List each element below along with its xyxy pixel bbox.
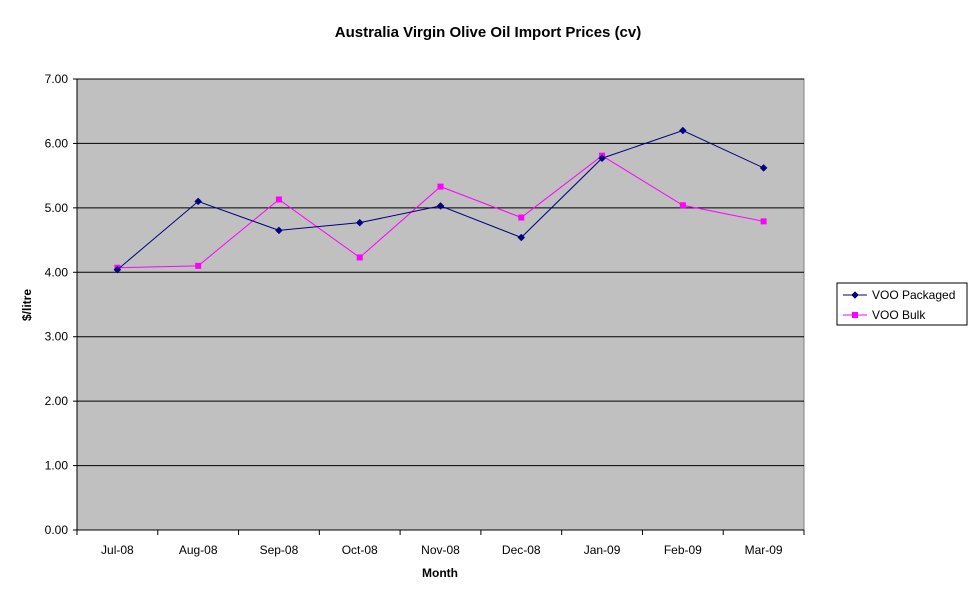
- x-axis-title: Month: [422, 566, 458, 580]
- y-axis-title: $/litre: [20, 289, 34, 321]
- y-axis: 0.00 1.00 2.00 3.00 4.00 5.00 6.00 7.00: [45, 72, 78, 537]
- legend-swatch-marker: [851, 291, 859, 299]
- data-point: [517, 233, 526, 242]
- data-point: [275, 196, 282, 203]
- data-point: [113, 265, 122, 274]
- data-point: [195, 262, 202, 269]
- legend-swatch-marker: [852, 312, 858, 318]
- series-0: [113, 126, 768, 274]
- y-tick-label: 0.00: [45, 523, 69, 537]
- y-tick-label: 4.00: [45, 265, 69, 279]
- data-point: [518, 214, 525, 221]
- data-point: [194, 197, 203, 206]
- x-tick-label: Mar-09: [745, 543, 783, 557]
- legend-item: VOO Packaged: [843, 288, 955, 302]
- data-point: [678, 126, 687, 135]
- legend-box: [836, 282, 968, 326]
- legend: VOO Packaged VOO Bulk: [836, 282, 968, 326]
- x-tick-label: Oct-08: [342, 543, 378, 557]
- y-tick-label: 2.00: [45, 394, 69, 408]
- y-tick-label: 1.00: [45, 459, 69, 473]
- data-point: [436, 202, 445, 210]
- x-tick-label: Jan-09: [584, 543, 621, 557]
- x-tick-label: Jul-08: [101, 543, 134, 557]
- data-point: [598, 154, 606, 163]
- data-point: [760, 218, 767, 225]
- data-point: [679, 202, 686, 209]
- data-point: [437, 183, 444, 190]
- y-tick-label: 3.00: [45, 330, 69, 344]
- series-group: [113, 126, 768, 274]
- x-tick-label: Dec-08: [502, 543, 541, 557]
- data-point: [275, 226, 283, 235]
- legend-item: VOO Bulk: [843, 308, 926, 322]
- data-point: [759, 164, 768, 172]
- x-tick-label: Aug-08: [179, 543, 218, 557]
- data-point: [356, 254, 363, 261]
- x-tick-label: Feb-09: [664, 543, 702, 557]
- y-tick-label: 5.00: [45, 201, 69, 215]
- y-tick-label: 6.00: [45, 136, 69, 150]
- legend-label: VOO Packaged: [872, 288, 955, 302]
- plot-area: [76, 78, 805, 531]
- data-point: [355, 218, 364, 227]
- x-axis: Jul-08 Aug-08 Sep-08 Oct-08 Nov-08 Dec-08 Jan-…: [76, 529, 805, 557]
- x-tick-label: Nov-08: [421, 543, 460, 557]
- legend-label: VOO Bulk: [872, 308, 926, 322]
- y-tick-label: 7.00: [45, 72, 69, 86]
- chart-title: Australia Virgin Olive Oil Import Prices…: [335, 24, 642, 41]
- x-tick-label: Sep-08: [260, 543, 299, 557]
